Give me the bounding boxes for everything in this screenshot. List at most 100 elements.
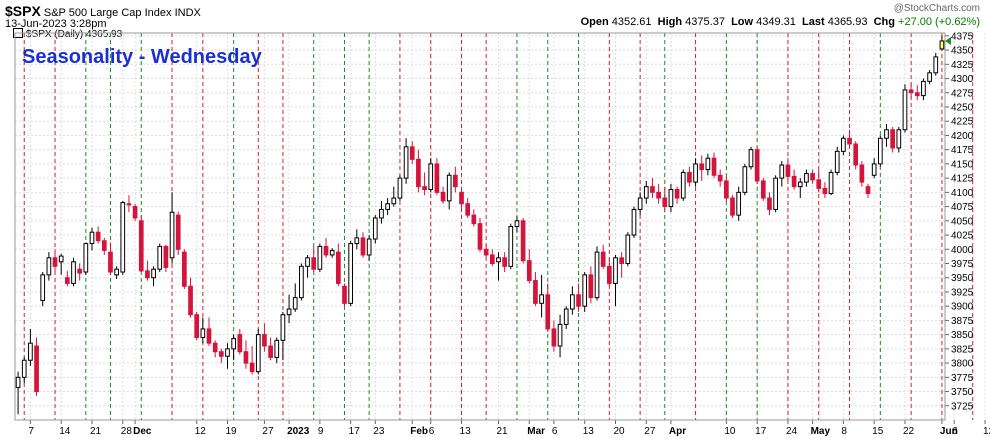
candle-body	[138, 220, 144, 272]
candle-body	[847, 137, 852, 145]
brand-logo: @StockCharts.com	[893, 3, 980, 14]
x-tick-label: 12	[983, 426, 990, 437]
candle-body	[218, 351, 224, 357]
candle	[526, 249, 532, 284]
candle	[58, 253, 64, 275]
y-tick-label: 3925	[951, 287, 974, 298]
y-tick-label: 4300	[951, 74, 974, 85]
candle-body	[600, 251, 606, 267]
candles	[15, 35, 945, 415]
x-tick-label: 6	[552, 426, 558, 437]
x-tick-label: 17	[349, 426, 361, 437]
candle	[760, 178, 766, 201]
candle-body	[299, 265, 304, 299]
candle	[292, 283, 298, 312]
last-label: Last	[802, 16, 825, 28]
candle	[773, 175, 778, 213]
grid	[15, 33, 986, 420]
candle	[477, 217, 483, 253]
candle-body	[526, 260, 532, 282]
candle-body	[329, 249, 335, 256]
candle	[533, 272, 538, 307]
candle	[28, 328, 33, 366]
candle-body	[520, 220, 526, 262]
x-tick-label: 15	[872, 426, 884, 437]
candle	[884, 124, 889, 147]
x-tick-label: 27	[644, 426, 656, 437]
candle-body	[914, 92, 920, 97]
candle-body	[921, 80, 926, 97]
candle-body	[662, 197, 668, 208]
candle	[52, 249, 58, 273]
candle	[459, 189, 464, 210]
candle-body	[884, 129, 889, 139]
candle-body	[391, 197, 397, 205]
candle-body	[403, 146, 409, 179]
candle	[508, 223, 514, 270]
candle-body	[194, 314, 200, 338]
candle	[828, 169, 834, 196]
candle-body	[95, 231, 101, 242]
candle	[434, 158, 440, 196]
y-tick-label: 3975	[951, 259, 974, 270]
y-tick-label: 4325	[951, 60, 974, 71]
candle	[126, 195, 132, 213]
candle	[89, 227, 95, 251]
candle-body	[372, 217, 378, 240]
candle	[921, 78, 926, 101]
candle	[724, 176, 729, 201]
candle-body	[637, 197, 643, 210]
x-axis: 7 14 21 28 Dec 12 19 27 2023 9 17 23 Feb 6 13 21 Mar 6 13 2…	[28, 420, 990, 437]
candle	[847, 129, 852, 147]
y-tick-label: 4100	[951, 188, 974, 199]
candle-body	[471, 214, 477, 225]
candle-body	[896, 129, 902, 149]
candle-body	[724, 180, 729, 199]
candle	[767, 192, 772, 216]
candle-body	[557, 323, 563, 347]
y-tick-label: 3800	[951, 359, 974, 370]
candle	[662, 186, 668, 213]
candle-body	[101, 240, 107, 251]
candle	[656, 183, 661, 204]
y-tick-label: 4375	[951, 31, 974, 42]
candle	[742, 163, 748, 196]
candle	[502, 252, 507, 273]
y-tick-label: 4275	[951, 88, 974, 99]
candle-body	[748, 149, 754, 168]
candle-body	[871, 163, 877, 176]
candle	[212, 340, 218, 358]
candle-body	[760, 180, 766, 199]
candle	[594, 246, 600, 301]
candle	[108, 242, 113, 275]
candle	[613, 254, 618, 307]
candle	[249, 346, 255, 375]
candle	[785, 158, 791, 181]
x-tick-label: 23	[373, 426, 385, 437]
candle	[545, 283, 551, 332]
candle	[625, 232, 631, 267]
candle-body	[305, 257, 310, 267]
candle-body	[292, 297, 298, 310]
low-label: Low	[731, 16, 754, 28]
exchange-label: INDX	[174, 7, 201, 19]
y-tick-label: 3950	[951, 273, 974, 284]
candle	[317, 243, 323, 273]
candle-body	[680, 171, 686, 199]
candle-body	[563, 308, 569, 325]
x-tick-label: 22	[903, 426, 915, 437]
candle	[637, 192, 643, 216]
candle-body	[46, 257, 52, 276]
candle-body	[902, 89, 908, 131]
candle	[403, 138, 409, 184]
candle-body	[71, 261, 76, 284]
candle-body	[286, 308, 292, 316]
candle-body	[582, 274, 588, 307]
x-tick-label: 9	[318, 426, 324, 437]
candle-body	[533, 280, 538, 304]
candle	[797, 178, 803, 199]
candle	[834, 146, 840, 176]
candle	[15, 371, 21, 415]
candle	[705, 153, 711, 176]
candle	[366, 235, 372, 261]
